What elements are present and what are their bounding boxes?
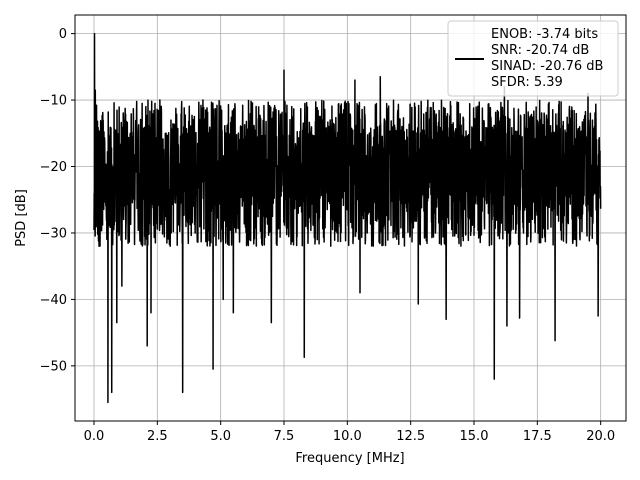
x-tick-label: 2.5 bbox=[147, 429, 168, 444]
x-tick-label: 7.5 bbox=[274, 429, 295, 444]
legend: ENOB: -3.74 bits SNR: -20.74 dB SINAD: -… bbox=[447, 20, 619, 97]
x-tick-label: 15.0 bbox=[460, 429, 489, 444]
y-tick-label: −40 bbox=[40, 293, 67, 308]
psd-series bbox=[93, 32, 602, 404]
x-tick-label: 0.0 bbox=[84, 429, 105, 444]
legend-text-sfdr: SFDR: 5.39 bbox=[491, 75, 563, 90]
y-tick-label: 0 bbox=[59, 27, 67, 42]
x-tick-label: 20.0 bbox=[586, 429, 615, 444]
legend-text-enob: ENOB: -3.74 bits bbox=[491, 27, 598, 42]
y-axis-label: PSD [dB] bbox=[14, 189, 29, 247]
x-tick-label: 5.0 bbox=[210, 429, 231, 444]
y-tick-label: −30 bbox=[40, 226, 67, 241]
x-tick-label: 10.0 bbox=[333, 429, 362, 444]
x-tick-label: 12.5 bbox=[396, 429, 425, 444]
x-axis-label: Frequency [MHz] bbox=[295, 451, 404, 466]
x-axis-ticks: 0.0 2.5 5.0 7.5 10.0 12.5 15.0 17.5 20.0 bbox=[84, 421, 615, 444]
legend-text-sinad: SINAD: -20.76 dB bbox=[491, 59, 603, 74]
x-tick-label: 17.5 bbox=[523, 429, 552, 444]
plot-frame bbox=[74, 14, 627, 422]
y-tick-label: −50 bbox=[40, 359, 67, 374]
psd-line bbox=[93, 32, 602, 404]
y-tick-label: −10 bbox=[40, 94, 67, 109]
y-axis-ticks: 0 −10 −20 −30 −40 −50 bbox=[40, 27, 75, 374]
y-tick-label: −20 bbox=[40, 160, 67, 175]
legend-box bbox=[447, 20, 619, 97]
legend-text-snr: SNR: -20.74 dB bbox=[491, 43, 589, 58]
